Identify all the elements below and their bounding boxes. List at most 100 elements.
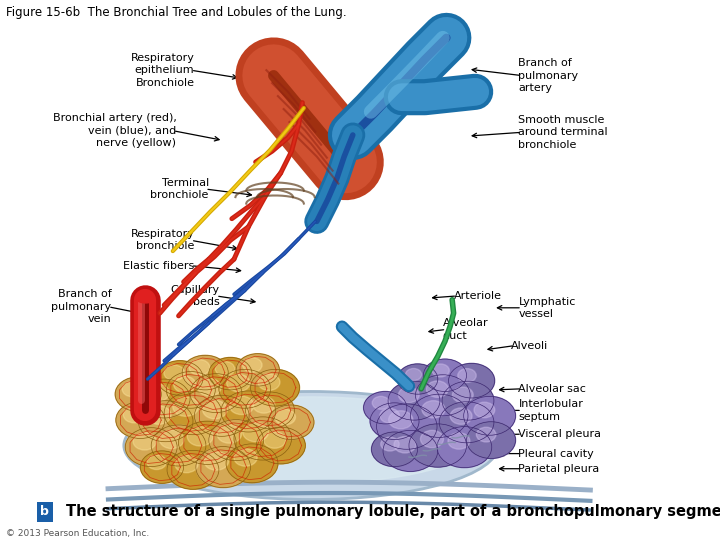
Circle shape <box>138 401 193 442</box>
Circle shape <box>226 444 278 483</box>
Text: Branch of
pulmonary
vein: Branch of pulmonary vein <box>51 289 112 324</box>
Circle shape <box>409 424 467 467</box>
Ellipse shape <box>138 296 153 303</box>
Circle shape <box>187 427 213 446</box>
Circle shape <box>458 369 476 382</box>
Text: Respiratory
epithelium
Bronchiole: Respiratory epithelium Bronchiole <box>130 53 194 87</box>
Circle shape <box>157 361 203 395</box>
Circle shape <box>370 403 419 440</box>
Circle shape <box>164 392 222 435</box>
Text: The structure of a single pulmonary lobule, part of a bronchopulmonary segment: The structure of a single pulmonary lobu… <box>66 504 720 519</box>
Circle shape <box>439 402 494 443</box>
Circle shape <box>146 406 171 424</box>
Circle shape <box>125 428 177 467</box>
Text: Arteriole: Arteriole <box>454 291 502 301</box>
Circle shape <box>449 363 495 398</box>
Circle shape <box>405 368 422 381</box>
Circle shape <box>474 402 495 418</box>
Circle shape <box>198 379 221 396</box>
Circle shape <box>164 365 184 381</box>
Circle shape <box>389 411 413 429</box>
Circle shape <box>448 433 470 449</box>
Circle shape <box>372 396 390 409</box>
Text: b: b <box>40 505 49 518</box>
Circle shape <box>234 417 292 460</box>
Ellipse shape <box>124 392 498 500</box>
Circle shape <box>138 379 190 418</box>
Circle shape <box>146 384 169 401</box>
Circle shape <box>236 354 279 386</box>
Text: Respiratory
bronchiole: Respiratory bronchiole <box>130 229 194 252</box>
Circle shape <box>258 374 280 390</box>
Circle shape <box>450 408 472 424</box>
Circle shape <box>182 355 228 390</box>
Circle shape <box>420 430 444 448</box>
Text: Figure 15-6b  The Bronchial Tree and Lobules of the Lung.: Figure 15-6b The Bronchial Tree and Lobu… <box>6 6 346 19</box>
Circle shape <box>243 357 262 373</box>
Circle shape <box>398 387 419 403</box>
Text: © 2013 Pearson Education, Inc.: © 2013 Pearson Education, Inc. <box>6 529 149 538</box>
Circle shape <box>234 449 257 466</box>
Circle shape <box>219 369 271 408</box>
Circle shape <box>189 360 210 375</box>
Circle shape <box>426 381 449 397</box>
Circle shape <box>268 405 314 440</box>
Text: Visceral pleura: Visceral pleura <box>518 429 601 439</box>
Circle shape <box>166 372 215 408</box>
Circle shape <box>194 395 249 436</box>
Circle shape <box>217 424 242 443</box>
Text: Interlobular
septum: Interlobular septum <box>518 399 583 422</box>
Circle shape <box>380 408 400 423</box>
Circle shape <box>159 430 184 449</box>
Text: Alveolar
duct: Alveolar duct <box>443 318 488 341</box>
Circle shape <box>464 396 516 435</box>
Circle shape <box>388 381 440 420</box>
Circle shape <box>432 364 449 377</box>
Circle shape <box>122 381 143 397</box>
Circle shape <box>264 432 286 448</box>
Circle shape <box>437 427 492 468</box>
Circle shape <box>364 392 407 424</box>
Text: Lymphatic
vessel: Lymphatic vessel <box>518 296 576 319</box>
Circle shape <box>147 455 166 469</box>
Circle shape <box>179 421 236 464</box>
Circle shape <box>477 427 496 442</box>
Circle shape <box>415 375 470 416</box>
Circle shape <box>372 432 418 467</box>
Text: Alveolar sac: Alveolar sac <box>518 384 586 394</box>
Circle shape <box>140 451 184 483</box>
Circle shape <box>381 437 399 451</box>
Circle shape <box>442 381 494 420</box>
Circle shape <box>246 392 294 429</box>
Circle shape <box>174 376 196 393</box>
Circle shape <box>204 451 229 470</box>
Circle shape <box>256 427 305 464</box>
Circle shape <box>243 422 269 442</box>
Text: Alveoli: Alveoli <box>511 341 549 350</box>
Text: Parietal pleura: Parietal pleura <box>518 464 600 474</box>
Circle shape <box>422 401 445 418</box>
Text: Terminal
bronchiole: Terminal bronchiole <box>150 178 209 200</box>
Circle shape <box>221 391 276 432</box>
Circle shape <box>196 447 251 488</box>
Circle shape <box>151 425 206 466</box>
Circle shape <box>452 387 473 403</box>
Circle shape <box>209 357 252 390</box>
Text: Bronchial artery (red),
vein (blue), and
nerve (yellow): Bronchial artery (red), vein (blue), and… <box>53 113 176 148</box>
Text: Branch of
pulmonary
artery: Branch of pulmonary artery <box>518 58 579 93</box>
Circle shape <box>410 394 468 437</box>
Circle shape <box>251 369 300 406</box>
Circle shape <box>173 397 199 416</box>
Text: Pleural cavity: Pleural cavity <box>518 449 594 458</box>
Circle shape <box>209 420 264 461</box>
Text: Elastic fibers: Elastic fibers <box>123 261 194 271</box>
Circle shape <box>253 396 275 413</box>
Circle shape <box>275 409 295 425</box>
Circle shape <box>190 374 242 413</box>
Text: Capillary
beds: Capillary beds <box>171 285 220 307</box>
Ellipse shape <box>145 397 477 483</box>
Circle shape <box>227 374 250 392</box>
Circle shape <box>215 362 235 376</box>
Circle shape <box>175 455 198 472</box>
Circle shape <box>383 430 438 471</box>
